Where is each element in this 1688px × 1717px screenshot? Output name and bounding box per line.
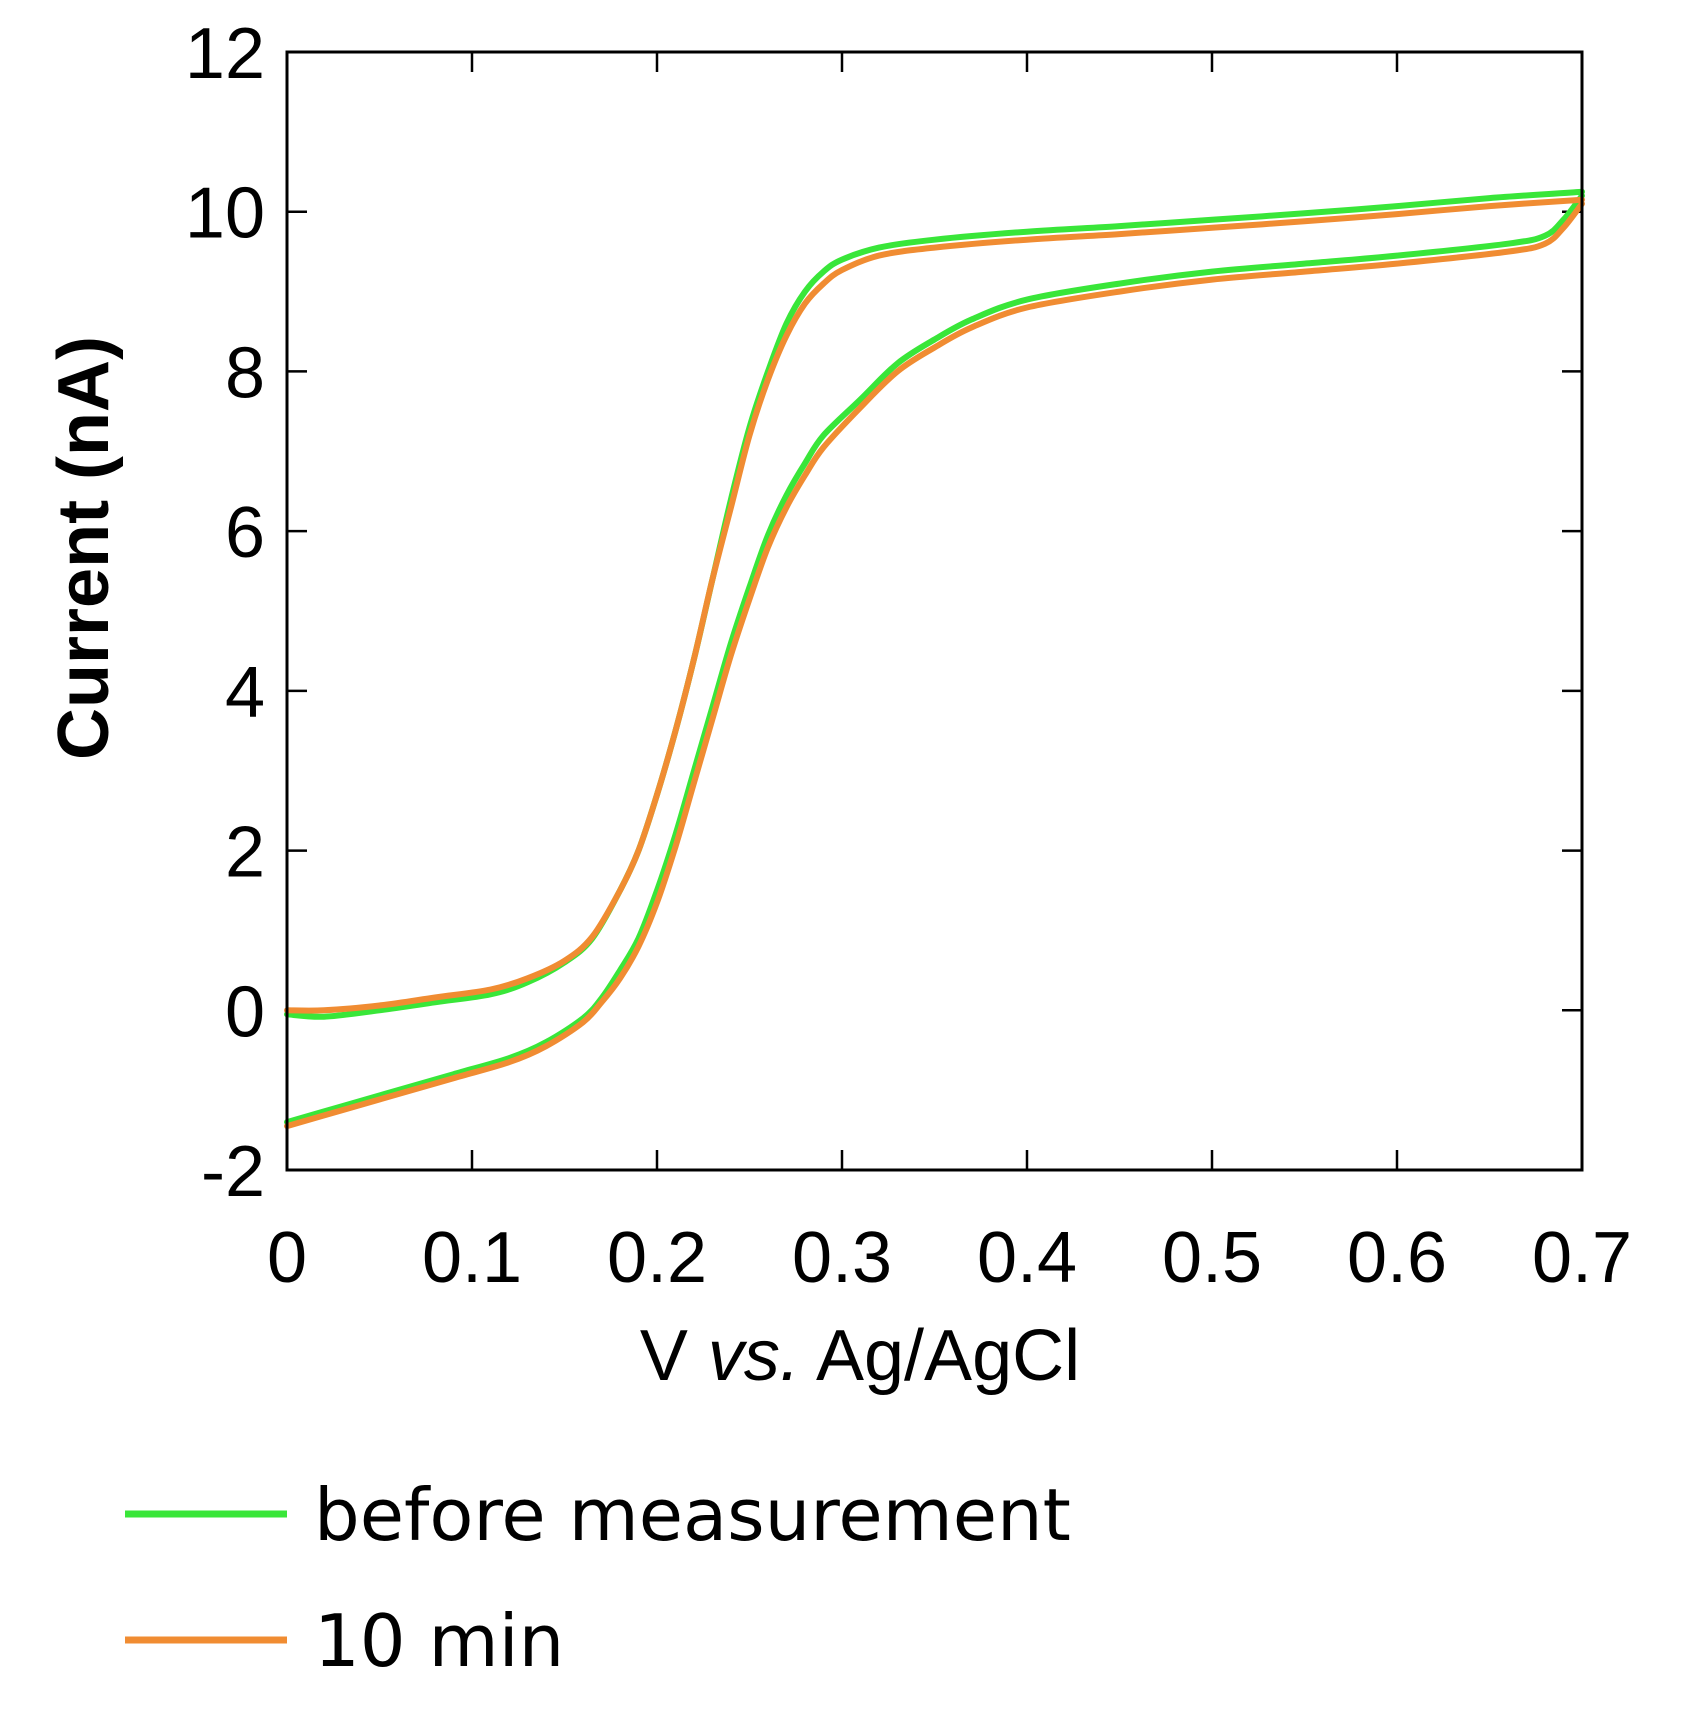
series-0 (284, 188, 1585, 1126)
y-tick-label-2: 2 (225, 813, 265, 893)
x-tick-label-0: 0 (267, 1218, 307, 1298)
x-axis-title-post: Ag/AgCl (800, 1316, 1080, 1396)
series-1-forward-line (284, 196, 1585, 1014)
x-tick-label-5: 0.5 (1162, 1218, 1262, 1298)
y-tick-label-6: 10 (185, 174, 265, 254)
legend-label-1: 10 min (314, 1599, 564, 1683)
y-tick-label-7: 12 (185, 14, 265, 94)
series-1-reverse-line (284, 200, 1585, 1130)
x-axis-title-italic: vs. (708, 1316, 800, 1396)
y-tick-label-5: 8 (225, 333, 265, 413)
x-axis-title: V vs. Ag/AgCl (640, 1316, 1080, 1396)
series-1 (284, 196, 1585, 1130)
x-tick-label-4: 0.4 (977, 1218, 1077, 1298)
plot-frame (285, 50, 1584, 1172)
y-tick-label-3: 4 (225, 653, 265, 733)
y-axis-title: Current (nA) (44, 336, 124, 760)
x-tick-label-2: 0.2 (607, 1218, 707, 1298)
legend-label-0: before measurement (314, 1473, 1071, 1557)
x-tick-label-3: 0.3 (792, 1218, 892, 1298)
series-0-forward-line (284, 188, 1585, 1020)
x-axis-title-pre: V (640, 1316, 708, 1396)
y-tick-label-1: 0 (225, 972, 265, 1052)
y-tick-label-0: -2 (201, 1132, 265, 1212)
series-0-reverse-line (284, 192, 1585, 1126)
legend: before measurement 10 min (125, 1473, 1071, 1683)
x-tick-label-1: 0.1 (422, 1218, 522, 1298)
x-tick-label-6: 0.6 (1347, 1218, 1447, 1298)
x-tick-label-7: 0.7 (1532, 1218, 1632, 1298)
axis-ticks (285, 50, 1584, 1172)
y-tick-label-4: 6 (225, 493, 265, 573)
series-layer (284, 188, 1585, 1130)
